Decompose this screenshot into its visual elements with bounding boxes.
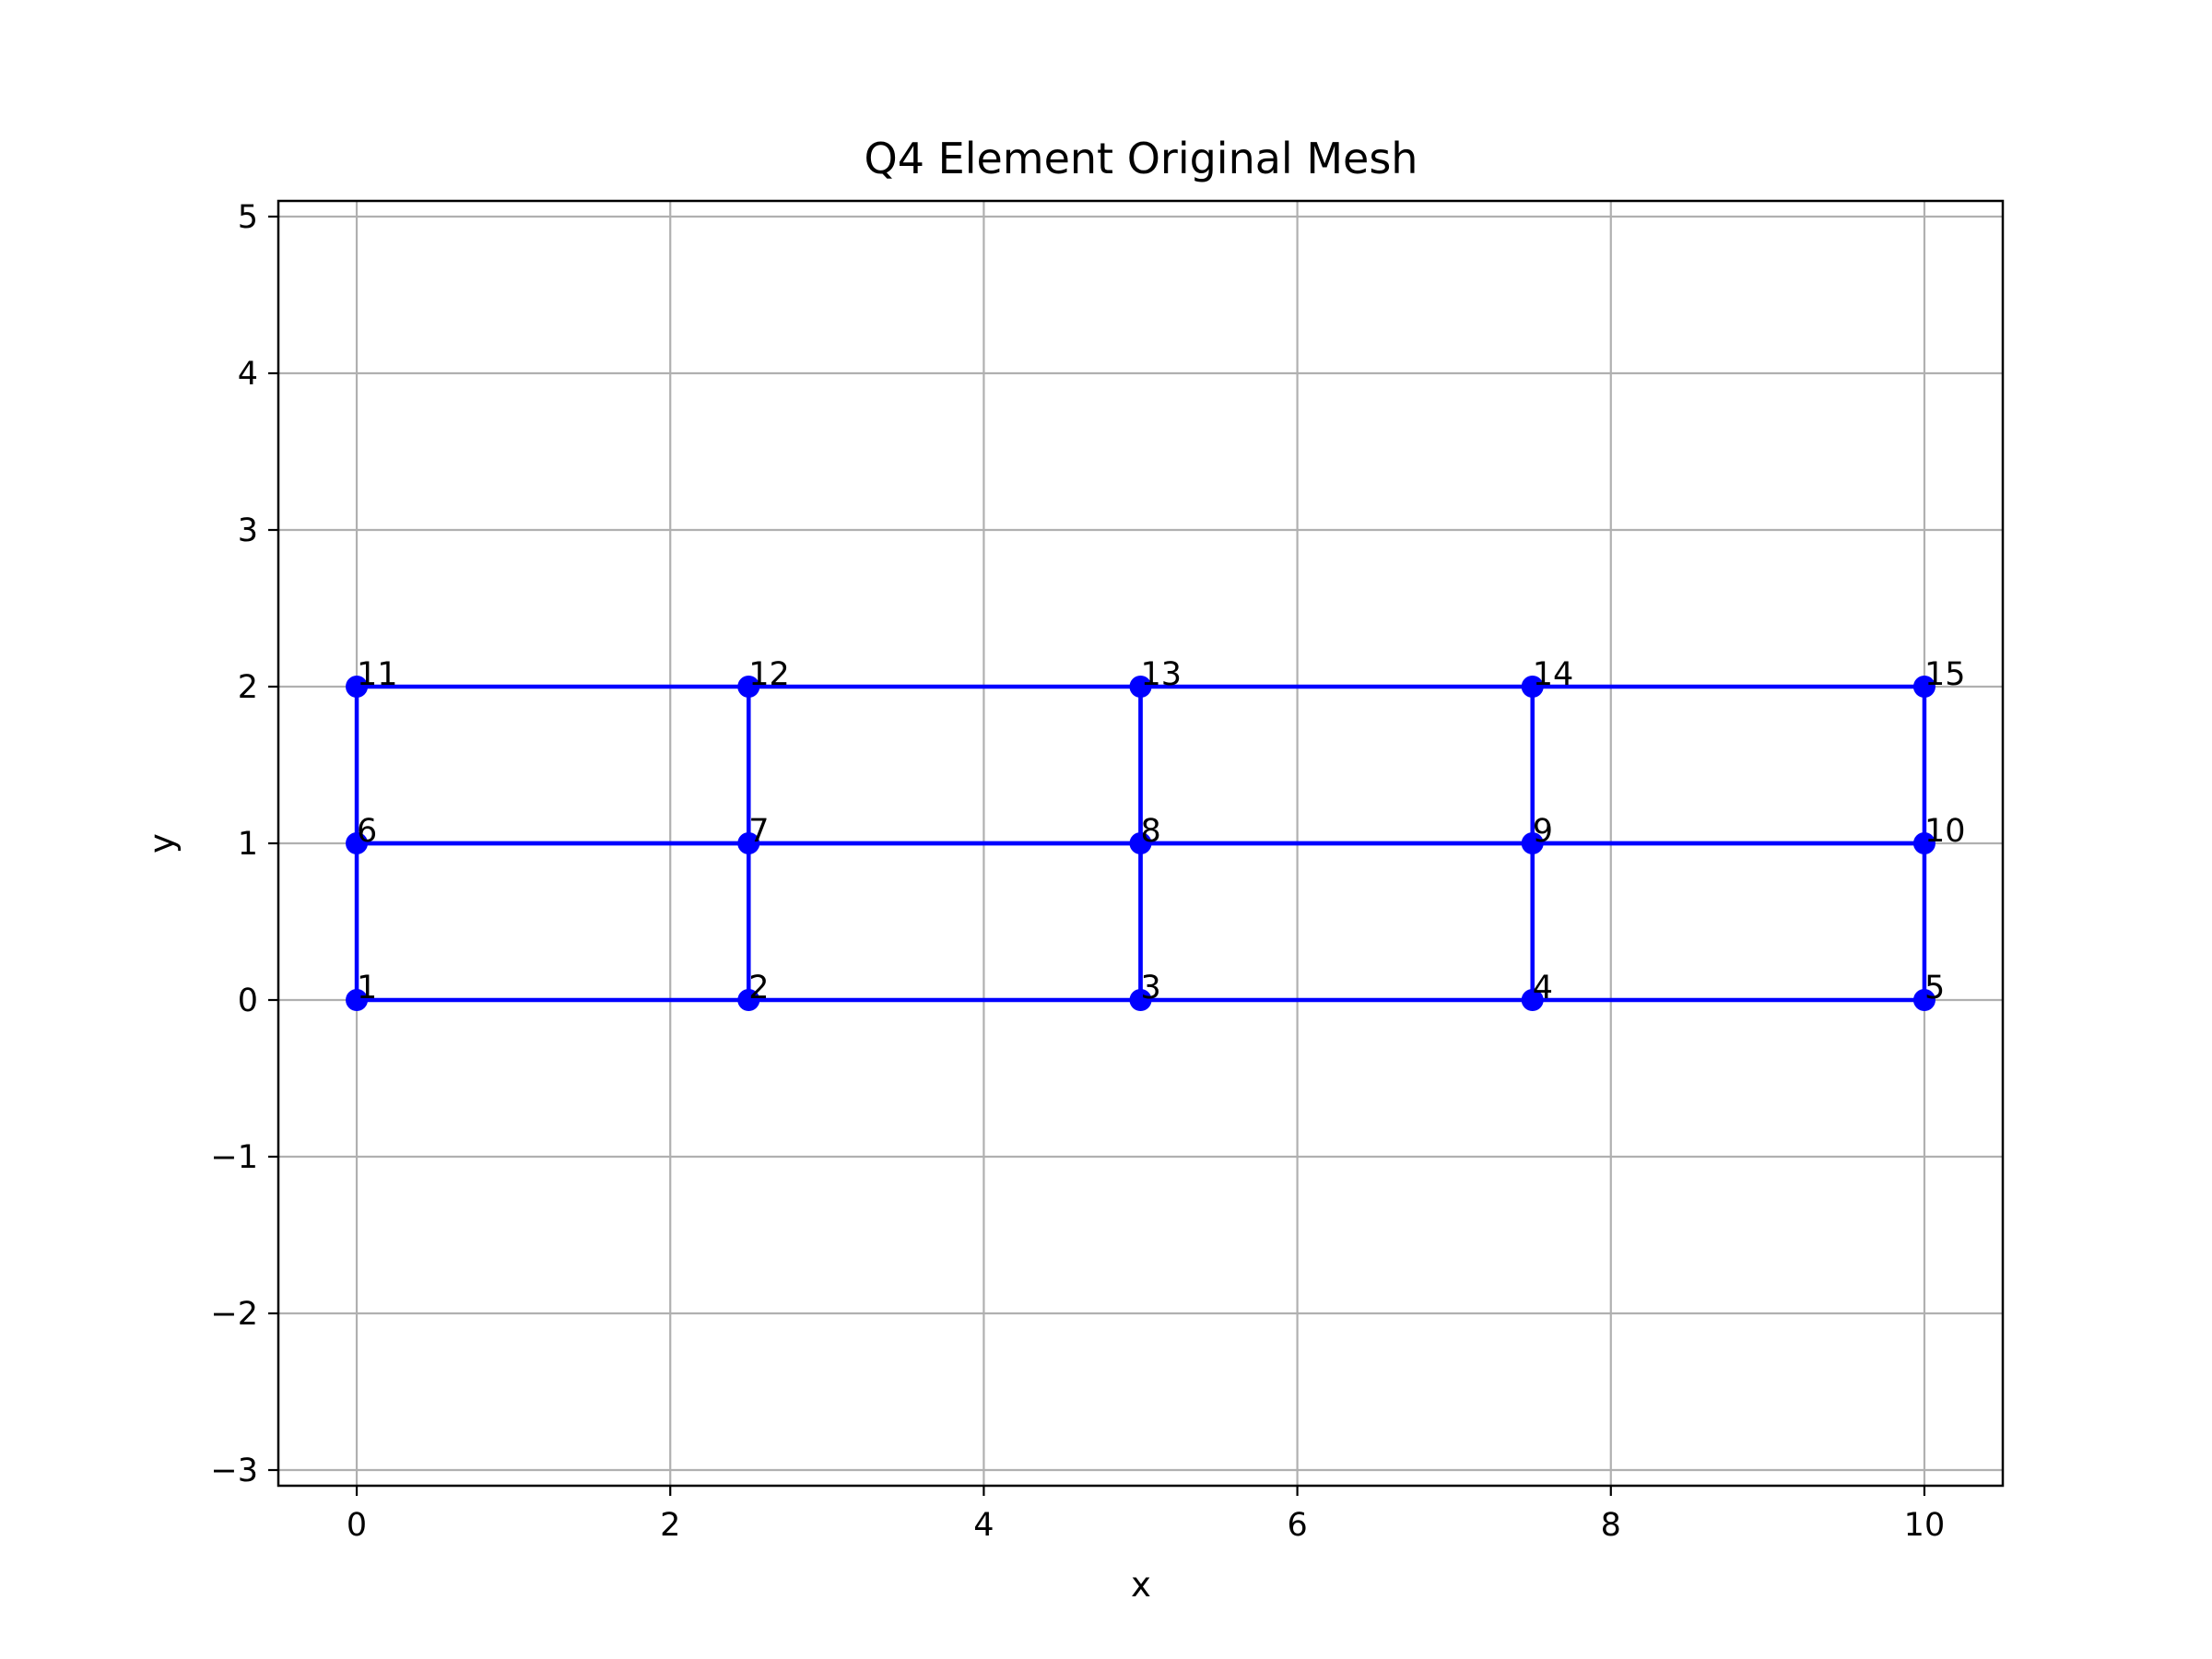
x-tick-label: 4	[973, 1507, 994, 1544]
mesh-node	[737, 832, 760, 854]
node-label: 6	[357, 813, 377, 850]
x-axis-label: x	[1131, 1565, 1151, 1605]
mesh-node	[1129, 989, 1152, 1011]
node-label: 11	[357, 656, 398, 693]
x-tick-label: 8	[1601, 1507, 1621, 1544]
mesh-node	[346, 832, 369, 854]
mesh-node	[346, 989, 369, 1011]
mesh-node	[1521, 832, 1544, 854]
node-label: 10	[1924, 813, 1966, 850]
mesh-node	[1521, 676, 1544, 698]
node-label: 4	[1533, 970, 1553, 1006]
node-label: 8	[1141, 813, 1161, 850]
y-tick-label: 2	[238, 669, 258, 706]
node-label: 5	[1924, 970, 1945, 1006]
y-axis-label: y	[142, 833, 182, 853]
y-tick-label: 5	[238, 199, 258, 236]
mesh-node	[737, 676, 760, 698]
mesh-node	[1129, 832, 1152, 854]
x-tick-label: 6	[1287, 1507, 1307, 1544]
mesh-node	[1912, 989, 1936, 1011]
mesh-node	[1129, 676, 1152, 698]
node-label: 12	[748, 656, 790, 693]
node-label: 15	[1924, 656, 1966, 693]
y-tick-label: −1	[210, 1139, 258, 1176]
node-label: 3	[1141, 970, 1161, 1006]
mesh-nodes	[346, 676, 1936, 1011]
mesh-node	[737, 989, 760, 1011]
mesh-node	[1912, 676, 1936, 698]
y-tick-label: −2	[210, 1296, 258, 1333]
x-tick-label: 2	[660, 1507, 680, 1544]
mesh-node	[1521, 989, 1544, 1011]
y-tick-label: −3	[210, 1453, 258, 1489]
node-label: 2	[748, 970, 769, 1006]
chart-title: Q4 Element Original Mesh	[865, 134, 1418, 183]
y-tick-label: 3	[238, 512, 258, 549]
node-label: 13	[1141, 656, 1182, 693]
node-label: 1	[357, 970, 377, 1006]
x-tick-label: 0	[347, 1507, 367, 1544]
x-tick-label: 10	[1904, 1507, 1946, 1544]
y-tick-label: 1	[238, 826, 258, 863]
mesh-node	[346, 676, 369, 698]
y-tick-label: 4	[238, 356, 258, 393]
mesh-node	[1912, 832, 1936, 854]
node-label: 7	[748, 813, 769, 850]
node-label: 14	[1533, 656, 1574, 693]
y-tick-label: 0	[238, 982, 258, 1019]
node-label: 9	[1533, 813, 1553, 850]
